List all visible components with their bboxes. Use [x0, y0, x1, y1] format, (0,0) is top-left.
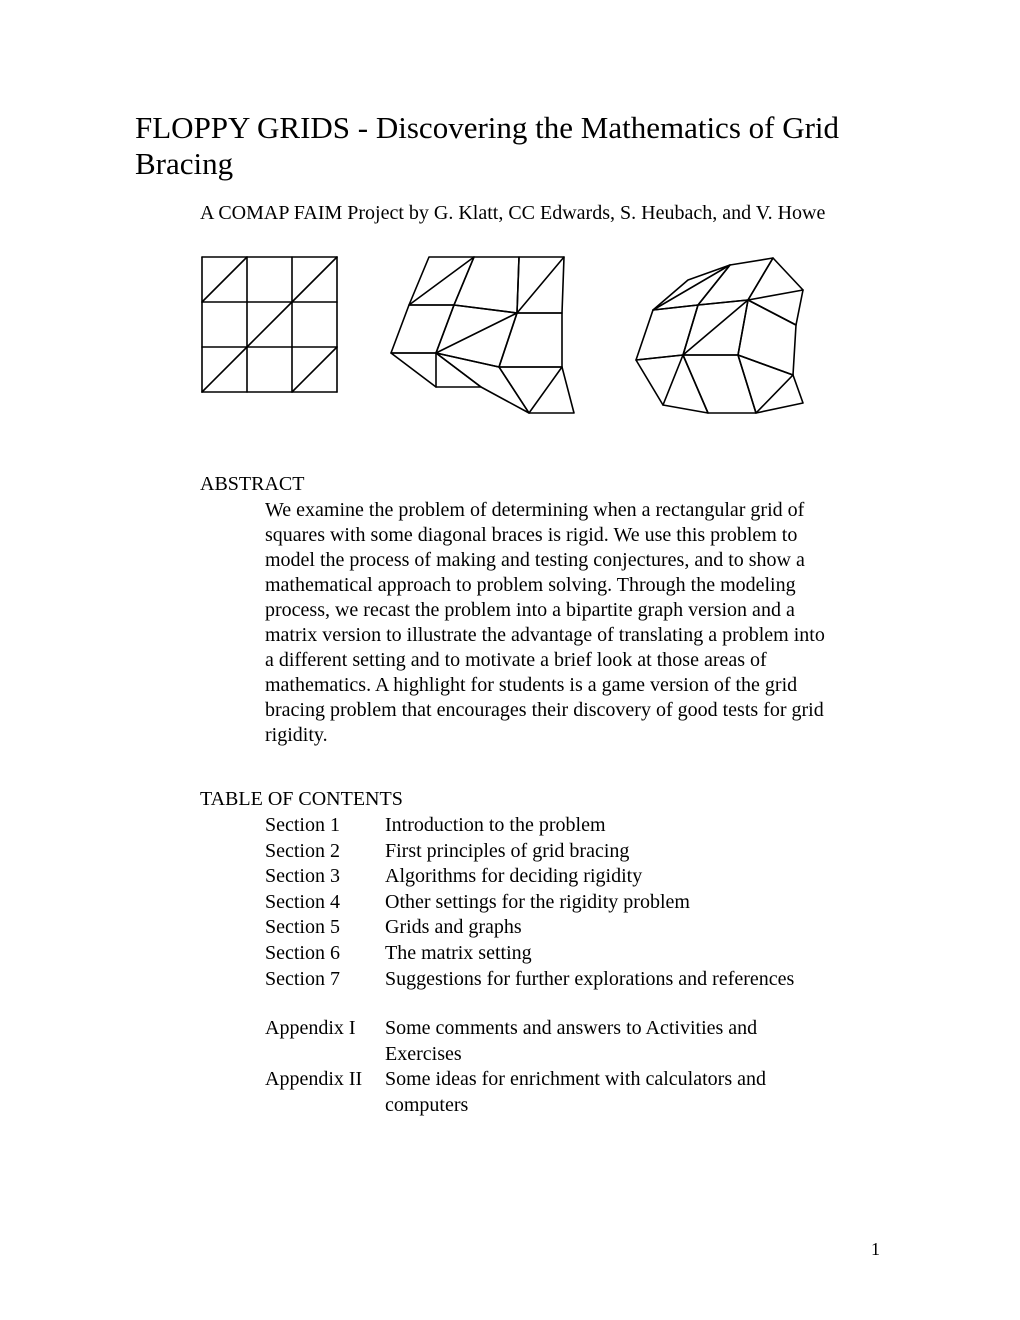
toc-row: Section 2First principles of grid bracin… — [265, 839, 885, 865]
toc-desc: Algorithms for deciding rigidity — [385, 864, 642, 890]
toc-row: Section 7Suggestions for further explora… — [265, 967, 885, 993]
toc-label: Section 6 — [265, 941, 385, 967]
toc-desc: Some comments and answers to Activities … — [385, 1016, 815, 1067]
table-of-contents: Section 1Introduction to the problemSect… — [265, 813, 885, 1119]
toc-label: Section 5 — [265, 915, 385, 941]
figure-grid-rigid — [200, 255, 339, 394]
toc-row: Section 4Other settings for the rigidity… — [265, 890, 885, 916]
toc-label: Appendix I — [265, 1016, 385, 1067]
toc-desc: Grids and graphs — [385, 915, 522, 941]
toc-row: Section 6The matrix setting — [265, 941, 885, 967]
figure-grid-rotated — [628, 255, 809, 433]
toc-desc: Introduction to the problem — [385, 813, 606, 839]
page-title: FLOPPY GRIDS - Discovering the Mathemati… — [135, 110, 885, 182]
toc-desc: Other settings for the rigidity problem — [385, 890, 690, 916]
toc-row: Section 1Introduction to the problem — [265, 813, 885, 839]
toc-label: Section 2 — [265, 839, 385, 865]
subtitle: A COMAP FAIM Project by G. Klatt, CC Edw… — [200, 202, 885, 225]
toc-label: Section 3 — [265, 864, 385, 890]
toc-row: Section 3Algorithms for deciding rigidit… — [265, 864, 885, 890]
toc-desc: Suggestions for further explorations and… — [385, 967, 794, 993]
toc-desc: The matrix setting — [385, 941, 532, 967]
toc-row: Appendix IISome ideas for enrichment wit… — [265, 1067, 885, 1118]
toc-desc: First principles of grid bracing — [385, 839, 629, 865]
abstract-heading: ABSTRACT — [200, 473, 885, 496]
toc-label: Appendix II — [265, 1067, 385, 1118]
toc-label: Section 4 — [265, 890, 385, 916]
toc-heading: TABLE OF CONTENTS — [200, 788, 885, 811]
page-number: 1 — [871, 1239, 880, 1260]
figure-grid-sheared — [389, 255, 578, 417]
abstract-body: We examine the problem of determining wh… — [265, 498, 825, 748]
toc-label: Section 1 — [265, 813, 385, 839]
page: FLOPPY GRIDS - Discovering the Mathemati… — [0, 0, 1020, 1320]
figure-row — [200, 255, 885, 433]
toc-gap — [265, 992, 885, 1016]
toc-row: Appendix ISome comments and answers to A… — [265, 1016, 885, 1067]
toc-row: Section 5Grids and graphs — [265, 915, 885, 941]
toc-label: Section 7 — [265, 967, 385, 993]
toc-desc: Some ideas for enrichment with calculato… — [385, 1067, 815, 1118]
